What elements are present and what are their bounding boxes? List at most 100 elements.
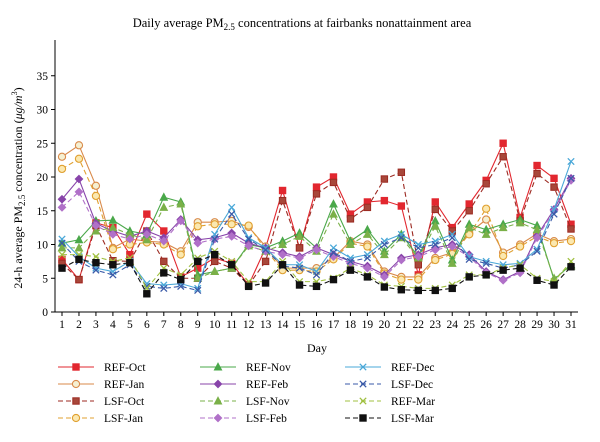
data-point xyxy=(91,191,101,201)
data-point xyxy=(346,239,355,248)
data-point xyxy=(91,226,101,235)
legend-item-lsf-nov: LSF-Nov xyxy=(200,396,290,408)
data-point xyxy=(312,190,321,198)
data-point xyxy=(176,250,185,259)
y-tick-label: 5 xyxy=(42,273,48,285)
data-point xyxy=(74,174,84,184)
y-tick-label: 10 xyxy=(37,240,49,252)
data-point xyxy=(379,249,389,259)
data-point xyxy=(213,362,223,371)
data-point xyxy=(363,242,372,251)
data-point xyxy=(431,198,439,206)
data-point xyxy=(211,235,219,243)
data-point xyxy=(312,183,321,191)
data-point xyxy=(448,227,456,235)
data-point xyxy=(160,227,168,235)
x-tick-label: 27 xyxy=(497,319,509,331)
data-point xyxy=(227,231,237,241)
data-point xyxy=(397,168,406,176)
y-label-end: ) xyxy=(11,87,25,91)
legend-label: REF-Feb xyxy=(246,379,288,391)
data-point xyxy=(244,235,253,243)
data-point xyxy=(227,261,236,269)
data-point xyxy=(515,218,525,227)
x-tick-label: 4 xyxy=(110,319,116,331)
x-tick-label: 19 xyxy=(362,319,374,331)
data-point xyxy=(346,257,355,266)
data-point xyxy=(160,269,168,277)
data-point xyxy=(108,229,118,239)
x-tick-label: 7 xyxy=(161,319,167,331)
data-point xyxy=(566,236,576,246)
data-point xyxy=(109,271,117,279)
x-tick-label: 23 xyxy=(430,319,442,331)
data-point xyxy=(397,275,406,284)
x-tick-label: 11 xyxy=(226,319,237,331)
data-point xyxy=(516,264,524,272)
x-tick-label: 16 xyxy=(311,319,323,331)
data-point xyxy=(414,286,423,295)
legend-label: REF-Nov xyxy=(246,362,291,374)
x-axis-label: Day xyxy=(307,341,327,355)
data-point xyxy=(499,266,507,274)
data-point xyxy=(533,169,541,178)
data-point xyxy=(567,157,575,166)
data-point xyxy=(295,231,304,240)
data-point xyxy=(533,247,541,255)
data-point xyxy=(448,234,456,242)
data-point xyxy=(359,363,367,371)
x-tick-label: 31 xyxy=(565,319,577,331)
data-point xyxy=(380,196,389,205)
data-point xyxy=(430,221,440,230)
legend-item-lsf-feb: LSF-Feb xyxy=(200,413,287,425)
data-point xyxy=(533,276,541,284)
data-point xyxy=(278,250,287,260)
data-point xyxy=(549,238,559,248)
data-point xyxy=(431,240,439,249)
x-tick-label: 6 xyxy=(144,319,150,331)
x-tick-label: 15 xyxy=(294,319,306,331)
data-point xyxy=(359,414,367,422)
data-point xyxy=(397,202,406,210)
data-point xyxy=(57,202,67,212)
x-tick-label: 12 xyxy=(243,319,255,331)
data-point xyxy=(74,187,84,197)
data-point xyxy=(194,257,202,266)
data-point xyxy=(244,241,254,251)
data-point xyxy=(329,275,338,284)
data-point xyxy=(482,180,490,188)
data-point xyxy=(465,252,473,261)
data-point xyxy=(57,243,67,252)
legend-item-lsf-jan: LSF-Jan xyxy=(58,413,143,425)
chart-title-main: Daily average PM xyxy=(133,16,224,30)
data-point xyxy=(228,203,236,212)
data-point xyxy=(109,261,117,269)
data-point xyxy=(193,238,203,248)
y-label-subscript: 2.5 xyxy=(17,194,27,206)
data-point xyxy=(159,202,169,211)
data-point xyxy=(295,281,304,289)
x-tick-label: 13 xyxy=(260,319,272,331)
x-tick-label: 26 xyxy=(480,319,492,331)
legend-label: LSF-Nov xyxy=(246,396,290,408)
data-point xyxy=(193,273,203,282)
data-point xyxy=(396,255,406,265)
data-point xyxy=(515,242,525,251)
data-point xyxy=(74,154,84,163)
data-point xyxy=(261,244,270,252)
data-point xyxy=(159,236,169,246)
legend: REF-Oct REF-Jan LSF-Oct LSF-Jan REF-Nov REF-F… xyxy=(58,362,435,425)
data-point xyxy=(74,234,84,244)
x-tick-label: 5 xyxy=(127,319,133,331)
data-point xyxy=(92,252,100,261)
x-tick-label: 9 xyxy=(195,319,201,331)
data-point xyxy=(143,210,151,218)
legend-label: LSF-Jan xyxy=(104,413,143,425)
data-point xyxy=(295,253,304,263)
data-point xyxy=(278,239,287,248)
data-point xyxy=(448,284,456,293)
data-point xyxy=(213,379,223,389)
data-point xyxy=(464,222,474,232)
data-point xyxy=(211,250,219,259)
